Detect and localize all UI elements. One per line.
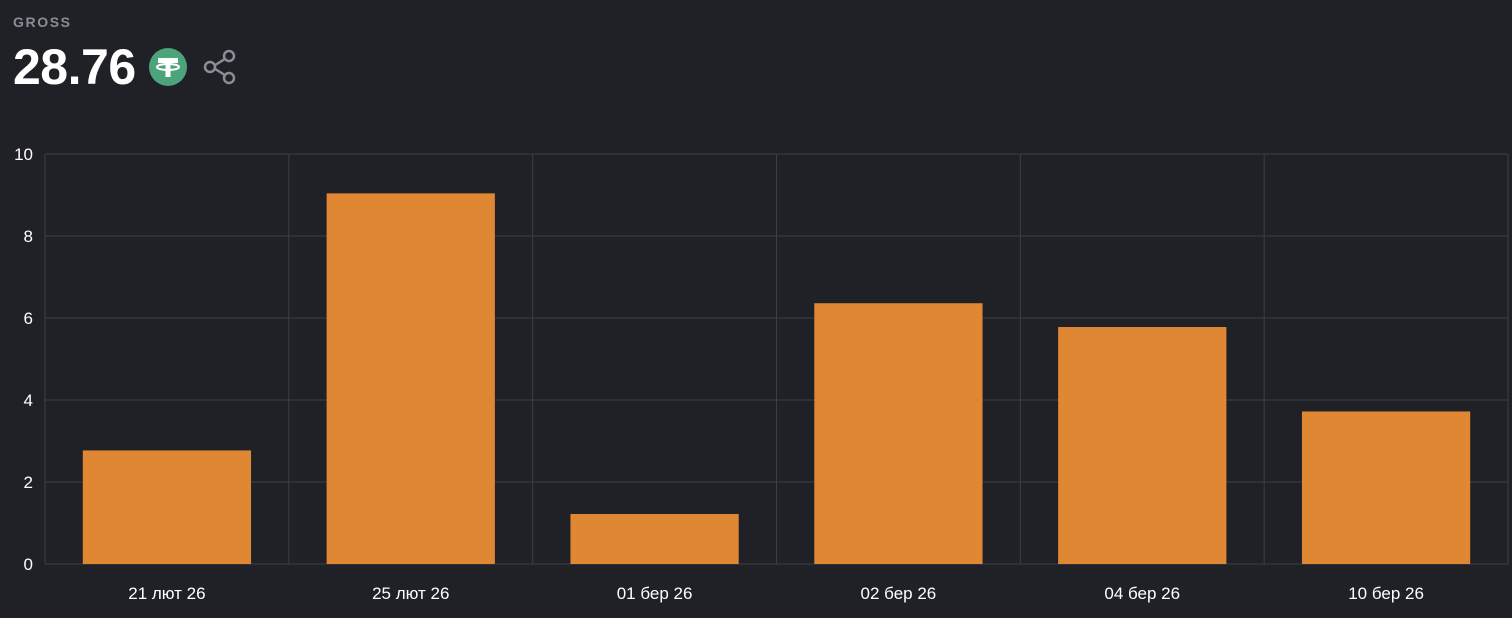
x-tick-label: 01 бер 26 xyxy=(617,584,693,603)
share-icon[interactable] xyxy=(200,47,240,87)
tether-icon xyxy=(148,47,188,87)
x-tick-label: 10 бер 26 xyxy=(1348,584,1424,603)
x-tick-label: 02 бер 26 xyxy=(861,584,937,603)
x-tick-label: 04 бер 26 xyxy=(1104,584,1180,603)
y-tick-label: 8 xyxy=(24,227,33,246)
x-tick-label: 25 лют 26 xyxy=(372,584,449,603)
y-tick-label: 2 xyxy=(24,473,33,492)
gross-value: 28.76 xyxy=(13,39,136,95)
y-tick-label: 0 xyxy=(24,555,33,574)
y-tick-label: 6 xyxy=(24,309,33,328)
bar xyxy=(82,450,252,564)
bar xyxy=(326,193,495,565)
y-tick-label: 4 xyxy=(24,391,33,410)
bar xyxy=(814,303,983,564)
gross-summary: GROSS 28.76 xyxy=(13,14,240,92)
x-tick-label: 21 лют 26 xyxy=(128,584,205,603)
bar xyxy=(1301,411,1471,564)
bar xyxy=(570,513,739,564)
bar xyxy=(1058,327,1227,564)
gross-label: GROSS xyxy=(13,14,72,30)
gross-bar-chart: 0 2 4 6 8 10 21 лют 26 25 лют 26 01 бер 26 02 бер… xyxy=(14,145,1509,603)
y-tick-label: 10 xyxy=(14,145,33,164)
gross-value-row: 28.76 xyxy=(13,42,240,92)
